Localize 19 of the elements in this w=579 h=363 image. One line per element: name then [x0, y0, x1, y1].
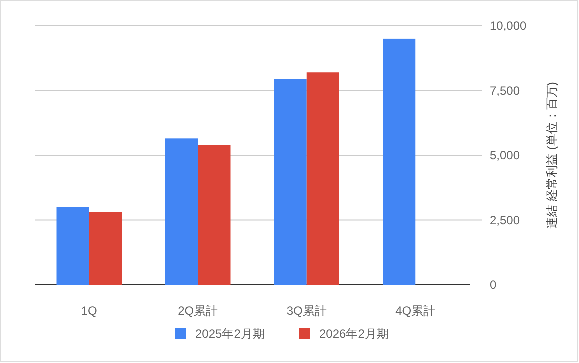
bar — [89, 212, 122, 285]
legend-label: 2026年2月期 — [320, 327, 389, 341]
y-tick-label: 5,000 — [490, 148, 520, 162]
legend-label: 2025年2月期 — [196, 327, 265, 341]
y-tick-label: 7,500 — [490, 84, 520, 98]
bar — [198, 145, 231, 285]
x-tick-label: 1Q — [81, 304, 98, 318]
y-tick-label: 10,000 — [490, 19, 528, 33]
y-tick-label: 2,500 — [490, 213, 520, 228]
x-tick-label: 2Q累計 — [178, 304, 218, 318]
bar — [274, 79, 307, 285]
bar — [383, 38, 416, 285]
bar — [56, 207, 90, 285]
bar — [306, 72, 340, 285]
x-tick-label: 4Q累計 — [396, 304, 436, 318]
x-tick-label: 3Q累計 — [286, 304, 327, 318]
y-axis-title: 連結 経常利益 (単位：百万) — [545, 82, 559, 229]
bar — [166, 138, 198, 285]
y-tick-label: 0 — [490, 278, 497, 292]
